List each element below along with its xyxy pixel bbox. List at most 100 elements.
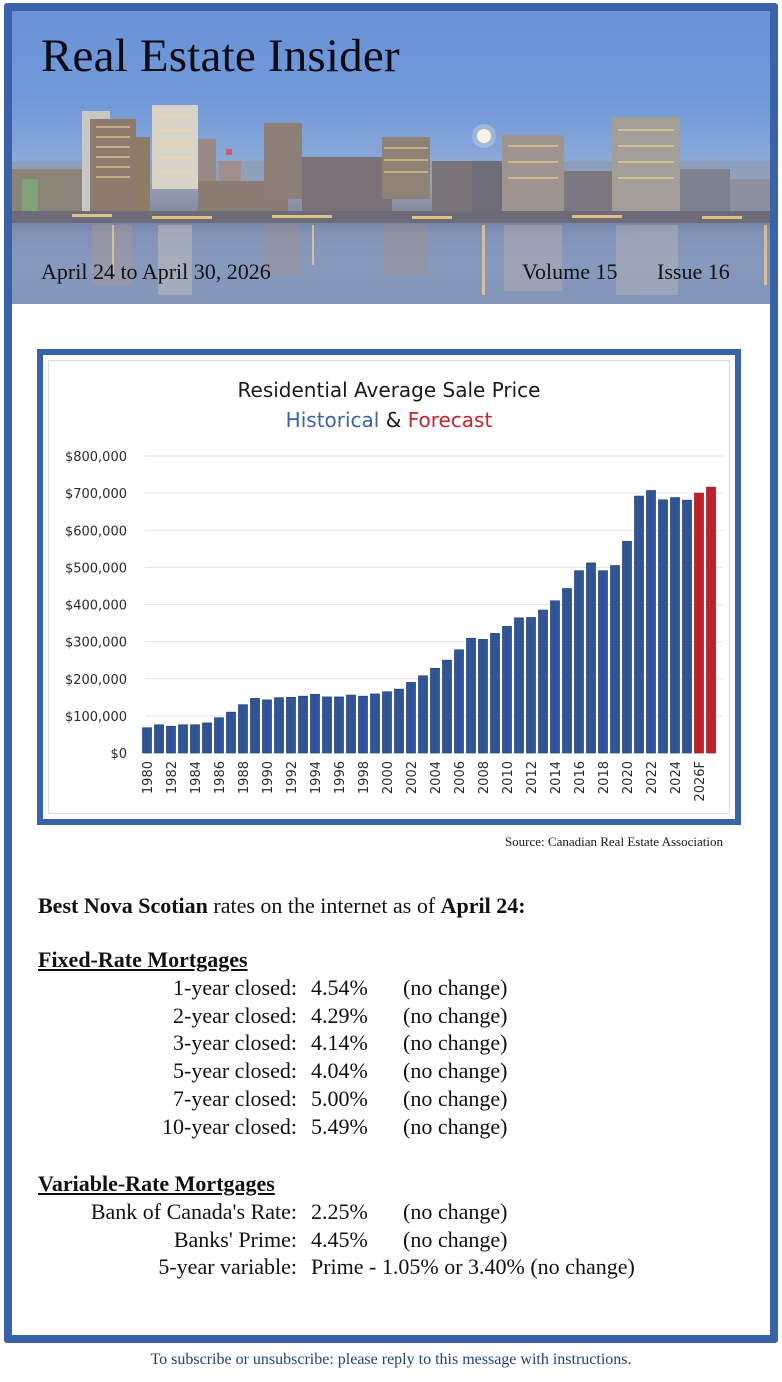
historical-bar [142, 727, 152, 754]
rate-row: 1-year closed: 4.54% (no change) [12, 975, 752, 1003]
x-tick-label: 1986 [213, 761, 228, 794]
historical-bar [214, 717, 224, 754]
chart-frame: Residential Average Sale Price Historica… [37, 349, 741, 825]
y-tick-label: $100,000 [65, 710, 127, 725]
historical-bar [358, 695, 368, 754]
rate-change: (no change) [403, 1085, 508, 1111]
historical-bar [298, 695, 308, 754]
bar-chart: $0 $100,000 $200,000 $300,000 $400,000 $500,0… [65, 450, 723, 802]
rate-change: (no change) [403, 1226, 508, 1252]
rate-value: 2.25% [311, 1199, 368, 1224]
historical-bar [478, 639, 488, 754]
subtitle-ampersand: & [385, 408, 402, 432]
subtitle-forecast: Forecast [407, 408, 493, 432]
x-tick-label: 2012 [525, 761, 540, 794]
historical-bar [202, 722, 212, 754]
rates-intro: Best Nova Scotian rates on the internet … [38, 893, 526, 919]
x-tick-label: 1994 [309, 761, 324, 794]
x-tick-label: 2002 [405, 761, 420, 794]
y-tick-label: $500,000 [65, 561, 127, 576]
historical-bar [430, 668, 440, 754]
historical-bar [382, 691, 392, 754]
historical-bar [670, 497, 680, 754]
intro-bold-region: Best Nova Scotian [38, 893, 208, 918]
historical-bar [682, 499, 692, 754]
historical-bar [598, 570, 608, 754]
rate-change: (no change) [403, 1030, 508, 1056]
rate-label: 10-year closed: [162, 1113, 297, 1139]
rate-row: 5-year variable: Prime - 1.05% or 3.40% (… [12, 1254, 752, 1282]
x-tick-label: 2010 [501, 761, 516, 794]
intro-bold-date: April 24: [440, 893, 526, 918]
rate-row: 5-year closed: 4.04% (no change) [12, 1058, 752, 1086]
historical-bar [514, 617, 524, 754]
newsletter-frame: Real Estate Insider April 24 to April 30… [4, 3, 778, 1343]
volume-number: Volume 15 [522, 259, 618, 284]
historical-bar [250, 698, 260, 754]
historical-bar [622, 541, 632, 754]
x-tick-label: 2006 [453, 761, 468, 794]
x-tick-label: 2016 [573, 761, 588, 794]
x-tick-label: 2024 [669, 761, 684, 794]
rate-label: 1-year closed: [173, 975, 297, 1000]
x-tick-label: 1990 [261, 761, 276, 794]
historical-bar [190, 724, 200, 754]
y-tick-label: $400,000 [65, 599, 127, 614]
y-tick-label: $800,000 [65, 450, 127, 465]
x-tick-label: 1984 [189, 761, 204, 794]
newsletter-title: Real Estate Insider [41, 30, 400, 82]
y-tick-label: $600,000 [65, 524, 127, 539]
rate-label: 3-year closed: [173, 1030, 297, 1056]
x-tick-label: 2026F [693, 761, 708, 802]
historical-bar [538, 609, 548, 754]
rate-label: 5-year variable: [158, 1254, 297, 1280]
rate-value: 4.54% [311, 975, 368, 1000]
x-tick-label: 1988 [237, 761, 252, 794]
rate-label: 2-year closed: [173, 1002, 297, 1028]
historical-bar [454, 649, 464, 754]
rate-value: 4.14% [311, 1030, 368, 1056]
rate-change: (no change) [403, 1058, 508, 1084]
x-tick-label: 2000 [381, 761, 396, 794]
rate-value: Prime - 1.05% or 3.40% (no change) [311, 1254, 635, 1280]
rate-row: Banks' Prime: 4.45% (no change) [12, 1227, 752, 1255]
historical-bar [178, 724, 188, 754]
rate-row: 2-year closed: 4.29% (no change) [12, 1003, 752, 1031]
historical-bar [442, 659, 452, 754]
chart-source: Source: Canadian Real Estate Association [504, 834, 723, 849]
y-tick-label: $0 [110, 747, 127, 762]
y-tick-label: $300,000 [65, 636, 127, 651]
rate-row: 3-year closed: 4.14% (no change) [12, 1030, 752, 1058]
historical-bar [370, 693, 380, 754]
historical-bar [466, 637, 476, 754]
historical-bar [394, 688, 404, 754]
rate-row: Bank of Canada's Rate: 2.25% (no change) [12, 1199, 752, 1227]
x-tick-label: 1992 [285, 761, 300, 794]
x-tick-label: 2018 [597, 761, 612, 794]
rate-value: 4.29% [311, 1002, 368, 1028]
issue-number: Issue 16 [657, 259, 730, 284]
x-tick-label: 2020 [621, 761, 636, 794]
historical-bar [154, 724, 164, 754]
rate-value: 5.49% [311, 1113, 368, 1139]
historical-bar [550, 600, 560, 754]
historical-bar [166, 725, 176, 754]
historical-bar [262, 699, 272, 754]
chart-title: Residential Average Sale Price [237, 378, 541, 402]
rate-label: 5-year closed: [173, 1058, 297, 1084]
issue-date-range: April 24 to April 30, 2026 [41, 259, 271, 284]
historical-bar [406, 682, 416, 754]
x-tick-label: 1998 [357, 761, 372, 794]
rate-change: (no change) [403, 1002, 508, 1028]
x-tick-label: 1996 [333, 761, 348, 794]
variable-rate-heading: Variable-Rate Mortgages [38, 1171, 275, 1196]
x-tick-label: 2008 [477, 761, 492, 794]
historical-bar [562, 588, 572, 754]
rate-value: 4.45% [311, 1226, 368, 1252]
forecast-bar [706, 486, 716, 754]
x-tick-label: 1980 [141, 761, 156, 794]
rate-change: (no change) [403, 1113, 508, 1139]
historical-bar [310, 693, 320, 754]
rate-row: 10-year closed: 5.49% (no change) [12, 1114, 752, 1142]
historical-bar [574, 570, 584, 754]
